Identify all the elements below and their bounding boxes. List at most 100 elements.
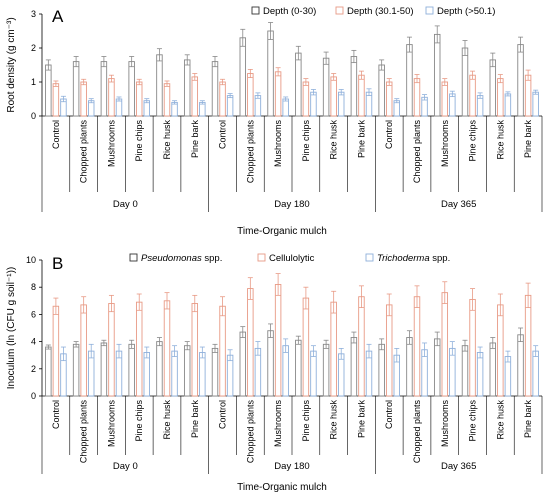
panel-a-category-label: Pine bark <box>523 120 533 159</box>
panel-a-bar <box>433 33 441 117</box>
panel-b-bar <box>406 337 413 397</box>
panel-b-bar <box>156 341 163 397</box>
panel-a-bar <box>489 59 497 117</box>
panel-b-bar <box>282 345 289 397</box>
panel-a-group-label: Day 180 <box>274 199 309 210</box>
panel-a-category-label: Mushrooms <box>440 120 450 168</box>
panel-a-bar <box>80 81 87 117</box>
panel-b-bar <box>226 354 234 397</box>
panel-a-bar <box>378 64 385 117</box>
panel-a-bar <box>310 91 317 117</box>
panel-b-bar <box>504 356 512 397</box>
panel-b-bar <box>171 350 178 397</box>
panel-b-y-tick-label: 2 <box>31 364 36 374</box>
panel-b-bar <box>322 343 330 397</box>
panel-b-bar <box>108 303 115 397</box>
panel-a-bar <box>517 44 524 117</box>
panel-a-bar <box>330 76 337 117</box>
panel-b-category-label: Mushrooms <box>106 400 116 448</box>
panel-b-bar <box>469 298 476 397</box>
panel-a-bar <box>385 81 393 117</box>
panel-a-bar <box>226 95 234 117</box>
panel-a-bar <box>191 76 199 117</box>
panel-b-bar <box>135 301 143 397</box>
panel-b-category-label: Mushrooms <box>273 400 283 448</box>
panel-b-bar <box>100 342 108 397</box>
panel-b-bar <box>191 303 199 397</box>
panel-a-bar <box>274 71 282 117</box>
panel-b-legend-swatch <box>365 253 374 262</box>
panel-b-y-axis-title: Inoculum (ln (CFU g soil⁻¹)) <box>6 267 17 390</box>
panel-b-category-label: Chopped plants <box>245 400 255 464</box>
panel-a-bar <box>350 56 358 117</box>
panel-a-bar <box>497 78 504 117</box>
panel-b-bar <box>183 345 191 397</box>
panel-a-group-label: Day 0 <box>113 199 138 210</box>
panel-a-y-tick-label: 2 <box>31 43 36 53</box>
panel-b-bar <box>532 350 539 397</box>
panel-b-legend-swatch <box>257 253 266 262</box>
panel-b-legend-label: Pseudomonas spp. <box>141 253 222 264</box>
panel-b-bar <box>72 343 80 397</box>
panel-b-y-tick-label: 10 <box>26 255 36 265</box>
panel-a-category-label: Chopped plants <box>412 120 422 184</box>
panel-b-group-label: Day 365 <box>441 461 476 472</box>
panel-a-bar <box>441 81 449 117</box>
panel-a-category-label: Pine bark <box>356 120 366 159</box>
panel-b-category-label: Chopped plants <box>412 400 422 464</box>
panel-b-category-label: Chopped plants <box>79 400 89 464</box>
panel-b-category-label: Control <box>218 400 228 429</box>
panel-b-letter: B <box>52 254 63 273</box>
panel-a-category-label: Pine chips <box>301 120 311 162</box>
panel-a-group-label: Day 365 <box>441 199 476 210</box>
panel-a-bar <box>219 81 226 117</box>
panel-b-group-label: Day 180 <box>274 461 309 472</box>
panel-a-bar <box>322 57 330 117</box>
panel-a-category-label: Chopped plants <box>245 120 255 184</box>
panel-b-bar <box>128 343 135 397</box>
panel-b-bar <box>219 305 226 397</box>
panel-a-category-label: Pine chips <box>468 120 478 162</box>
panel-a-category-label: Rice husk <box>329 120 339 160</box>
panel-b-bar <box>211 347 219 397</box>
panel-b-bar <box>489 342 497 397</box>
panel-a-legend-swatch <box>335 6 344 15</box>
panel-a-bar <box>128 61 135 117</box>
panel-b-bar <box>433 338 441 397</box>
panel-a-bar <box>247 73 254 117</box>
panel-a-category-label: Mushrooms <box>273 120 283 168</box>
panel-b-bar <box>143 352 151 397</box>
panel-b-legend-label: Trichoderma spp. <box>377 253 450 264</box>
panel-b-category-label: Mushrooms <box>440 400 450 448</box>
panel-a-bar <box>156 54 163 117</box>
panel-a-bar <box>302 81 310 117</box>
panel-a-bar <box>52 83 60 117</box>
panel-a-category-label: Mushrooms <box>106 120 116 168</box>
panel-a-category-label: Pine bark <box>190 120 200 159</box>
panel-a-bar <box>72 61 80 117</box>
panel-b-group-label: Day 0 <box>113 461 138 472</box>
panel-a-bar <box>295 52 302 117</box>
panel-a-bar <box>100 61 108 117</box>
panel-b-category-label: Pine bark <box>356 400 366 439</box>
panel-a-bar <box>282 98 289 117</box>
panel-b-bar <box>239 331 247 397</box>
panel-b-bar <box>163 300 171 397</box>
panel-b-bar <box>247 288 254 397</box>
panel-a-y-tick-label: 0 <box>31 111 36 121</box>
panel-b-y-tick-label: 4 <box>31 337 36 347</box>
panel-a-bar <box>108 78 115 117</box>
panel-a-bar <box>449 93 456 117</box>
panel-a-legend-label: Depth (>50.1) <box>437 6 495 17</box>
panel-a-bar <box>45 64 52 117</box>
panel-a-category-label: Rice husk <box>495 120 505 160</box>
panel-a-category-label: Control <box>51 120 61 149</box>
panel-a-legend-label: Depth (30.1-50) <box>347 6 414 17</box>
panel-b-y-tick-label: 8 <box>31 282 36 292</box>
panel-a-bar <box>163 83 171 117</box>
panel-b-legend-label: Cellulolytic <box>269 253 315 264</box>
panel-a-y-axis-title: Root density (g cm⁻³) <box>6 17 17 112</box>
panel-a-bar <box>469 74 476 117</box>
panel-a-bar <box>413 78 421 117</box>
